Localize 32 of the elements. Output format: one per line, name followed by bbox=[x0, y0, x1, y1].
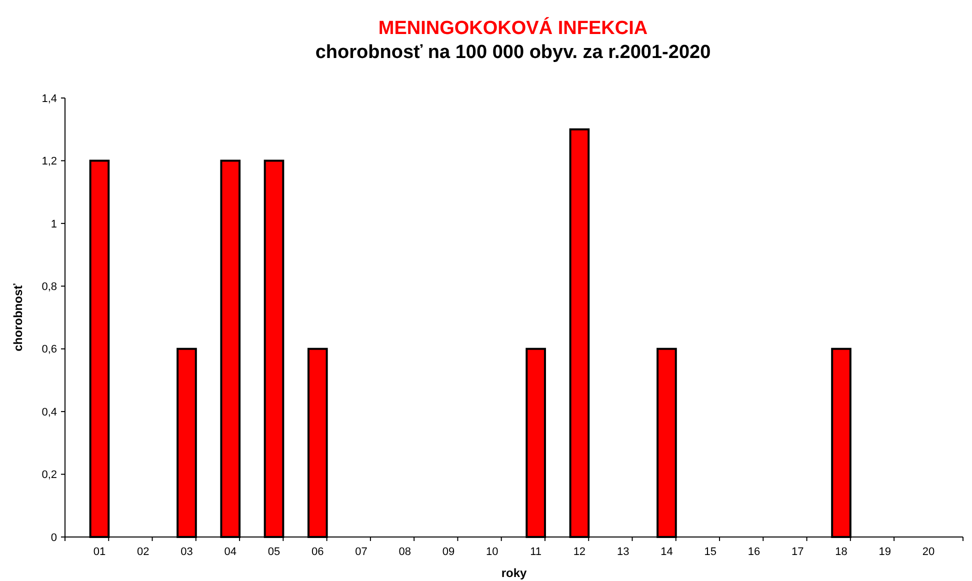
y-tick-label: 0,2 bbox=[42, 469, 57, 482]
x-tick-label: 09 bbox=[442, 546, 455, 558]
x-tick-label: 13 bbox=[616, 546, 630, 558]
y-tick-label: 0,8 bbox=[42, 280, 57, 293]
y-tick-label: 1 bbox=[50, 218, 57, 230]
x-tick-label: 19 bbox=[878, 546, 892, 558]
y-tick-label: 0,4 bbox=[42, 406, 57, 418]
x-tick-label: 15 bbox=[704, 546, 716, 558]
chart-subtitle: chorobnosť na 100 000 obyv. za r.2001-2020 bbox=[315, 42, 711, 63]
x-tick-label: 01 bbox=[93, 546, 106, 558]
x-tick-label: 14 bbox=[660, 546, 673, 558]
x-axis-title: roky bbox=[501, 566, 527, 580]
y-axis-title: chorobnosť bbox=[11, 283, 25, 352]
y-tick-label: 0,6 bbox=[42, 344, 57, 356]
y-tick-label: 0 bbox=[50, 532, 57, 544]
x-tick-label: 06 bbox=[312, 546, 324, 558]
y-tick-label: 1,2 bbox=[42, 156, 57, 168]
x-tick-label: 18 bbox=[835, 546, 848, 558]
x-tick-label: 04 bbox=[224, 546, 236, 558]
x-tick-label: 11 bbox=[530, 546, 542, 558]
x-tick-label: 17 bbox=[792, 546, 804, 558]
x-tick-label: 08 bbox=[398, 546, 412, 558]
x-tick-label: 16 bbox=[748, 546, 760, 558]
x-tick-label: 10 bbox=[486, 546, 498, 558]
x-tick-label: 03 bbox=[180, 546, 193, 558]
y-tick-label: 1,4 bbox=[42, 92, 57, 105]
x-tick-label: 20 bbox=[922, 546, 935, 558]
x-tick-label: 12 bbox=[573, 546, 586, 558]
x-tick-label: 05 bbox=[268, 546, 280, 558]
x-tick-label: 02 bbox=[136, 546, 150, 558]
chart-title: MENINGOKOKOVÁ INFEKCIA bbox=[378, 17, 648, 39]
x-tick-label: 07 bbox=[355, 546, 368, 558]
